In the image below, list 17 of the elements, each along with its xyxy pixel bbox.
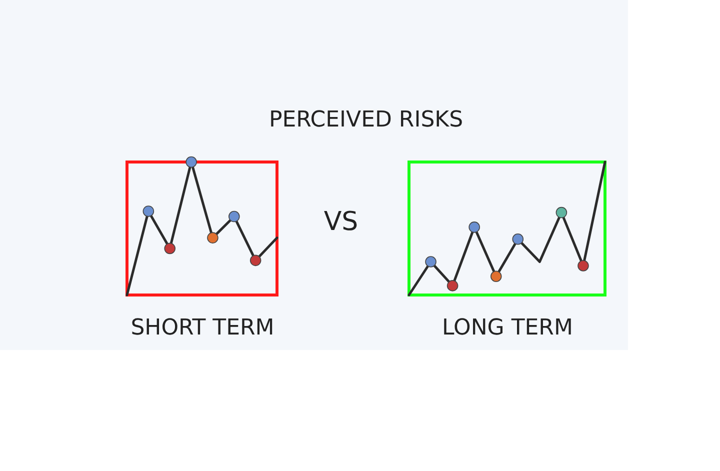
point (228, 210, 240, 222)
point (468, 222, 480, 233)
text: PERCEIVED RISKS (268, 108, 464, 133)
point (250, 254, 262, 266)
point (512, 234, 524, 245)
x-axis-title: LONG TERM (442, 316, 573, 340)
point (578, 260, 589, 272)
point (425, 256, 436, 268)
text: VS (324, 206, 358, 237)
point (186, 156, 197, 168)
point (490, 270, 502, 282)
point (556, 206, 568, 218)
point (207, 232, 218, 244)
point (446, 280, 458, 292)
x-axis-title: SHORT TERM (130, 316, 274, 340)
point (164, 242, 176, 254)
point (142, 206, 154, 217)
